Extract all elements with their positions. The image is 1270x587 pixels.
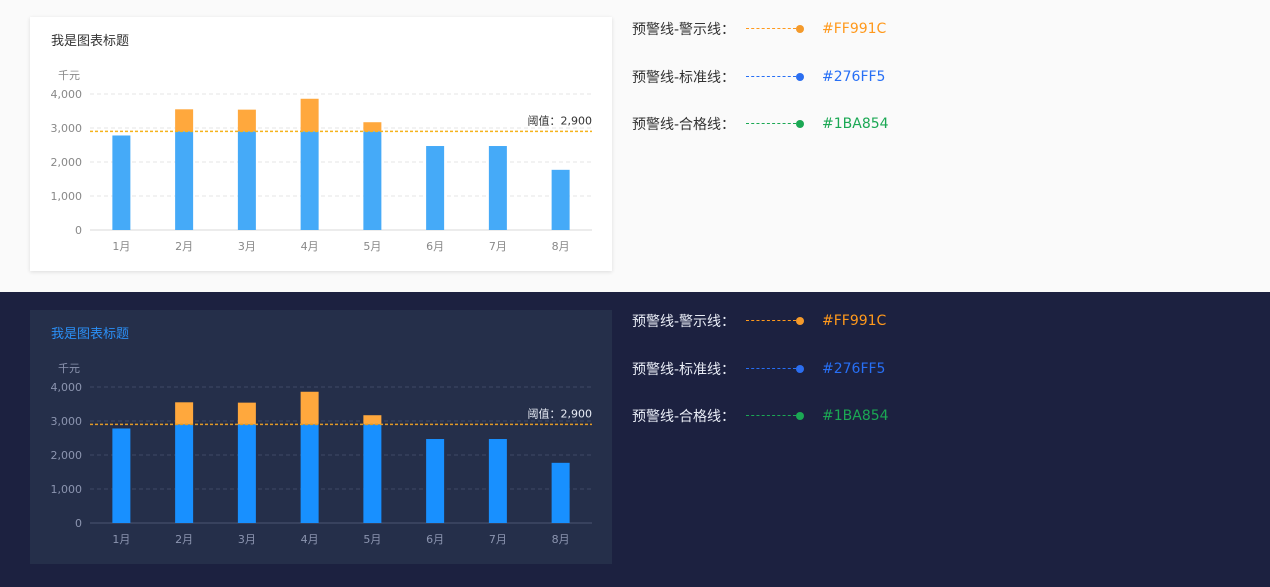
bar-base xyxy=(175,424,194,523)
bar xyxy=(426,439,445,523)
legend-line-standard xyxy=(746,72,804,82)
y-axis-unit-label: 千元 xyxy=(58,362,80,375)
x-tick-label: 4月 xyxy=(301,533,319,546)
bar-chart-dark: 千元 0 1,000 2,000 3,000 4,000 1月 2月 3月 4月 5月 6月 7月 8月 阈… xyxy=(51,362,593,546)
y-tick-label: 4,000 xyxy=(51,381,83,394)
bar xyxy=(426,146,445,230)
bar xyxy=(112,428,131,523)
legend-line-warning xyxy=(746,24,804,34)
legend-label: 预警线-合格线： xyxy=(632,409,736,425)
y-axis-unit-label: 千元 xyxy=(58,69,80,82)
bar-base xyxy=(237,424,256,523)
threshold-label: 阈值：2,900 xyxy=(528,113,593,127)
legend-label: 预警线-标准线： xyxy=(632,362,736,378)
bar-base xyxy=(363,424,382,523)
legend-line-warning xyxy=(746,316,804,326)
chart-title: 我是图表标题 xyxy=(51,327,130,342)
bar-over-threshold xyxy=(175,402,194,425)
x-tick-label: 2月 xyxy=(175,533,193,546)
chart-card-light: 我是图表标题 千元 0 1,000 2,000 3,000 4,000 1月 2月 3月 4月 5月… xyxy=(30,17,612,271)
legend-line-pass xyxy=(746,411,804,421)
legend-hex: #276FF5 xyxy=(822,361,886,377)
bar-over-threshold xyxy=(300,391,319,425)
legend-hex: #FF991C xyxy=(822,21,887,37)
bar-over-threshold xyxy=(237,109,256,132)
legend-hex: #FF991C xyxy=(822,313,887,329)
y-tick-label: 4,000 xyxy=(51,88,83,101)
x-tick-label: 1月 xyxy=(112,240,130,253)
y-tick-label: 2,000 xyxy=(51,156,83,169)
legend-label: 预警线-警示线： xyxy=(632,22,736,38)
legend-hex: #1BA854 xyxy=(822,116,889,132)
legend-row-pass: 预警线-合格线： #1BA854 xyxy=(632,406,889,426)
x-tick-label: 7月 xyxy=(489,240,507,253)
dark-theme-section: 我是图表标题 千元 0 1,000 2,000 3,000 4,000 1月 2月 3月 4月 5月… xyxy=(0,292,1270,587)
x-tick-label: 3月 xyxy=(238,533,256,546)
x-tick-label: 2月 xyxy=(175,240,193,253)
bar-base xyxy=(175,131,194,230)
x-tick-label: 6月 xyxy=(426,533,444,546)
bar-chart-light: 千元 0 1,000 2,000 3,000 4,000 1月 2月 3月 4月 5月 6月 7月 8月 阈… xyxy=(51,69,593,253)
bar-over-threshold xyxy=(300,98,319,132)
legend-label: 预警线-标准线： xyxy=(632,70,736,86)
bar xyxy=(112,135,131,230)
x-tick-label: 8月 xyxy=(552,533,570,546)
bar xyxy=(488,146,507,230)
bar-over-threshold xyxy=(175,109,194,132)
bar-over-threshold xyxy=(363,122,382,132)
bar-base xyxy=(300,131,319,230)
x-tick-label: 7月 xyxy=(489,533,507,546)
x-tick-label: 1月 xyxy=(112,533,130,546)
legend-dark: 预警线-警示线： #FF991C 预警线-标准线： #276FF5 预警线-合格… xyxy=(632,292,1232,452)
legend-line-standard xyxy=(746,364,804,374)
bar xyxy=(551,169,570,230)
legend-hex: #1BA854 xyxy=(822,408,889,424)
y-tick-label: 3,000 xyxy=(51,122,83,135)
legend-label: 预警线-合格线： xyxy=(632,117,736,133)
y-tick-label: 1,000 xyxy=(51,483,83,496)
legend-row-warning: 预警线-警示线： #FF991C xyxy=(632,311,886,331)
y-tick-label: 1,000 xyxy=(51,190,83,203)
y-tick-label: 3,000 xyxy=(51,415,83,428)
x-tick-label: 8月 xyxy=(552,240,570,253)
bar-base xyxy=(300,424,319,523)
bar-over-threshold xyxy=(363,415,382,425)
legend-label: 预警线-警示线： xyxy=(632,314,736,330)
threshold-label: 阈值：2,900 xyxy=(528,406,593,420)
bar-base xyxy=(237,131,256,230)
y-tick-label: 2,000 xyxy=(51,449,83,462)
legend-row-pass: 预警线-合格线： #1BA854 xyxy=(632,114,889,134)
chart-title: 我是图表标题 xyxy=(51,34,130,49)
x-tick-label: 5月 xyxy=(363,533,381,546)
x-tick-label: 3月 xyxy=(238,240,256,253)
chart-card-dark: 我是图表标题 千元 0 1,000 2,000 3,000 4,000 1月 2月 3月 4月 5月… xyxy=(30,310,612,564)
bar-over-threshold xyxy=(237,402,256,425)
legend-line-pass xyxy=(746,119,804,129)
bar xyxy=(551,462,570,523)
y-tick-label: 0 xyxy=(75,517,82,530)
legend-hex: #276FF5 xyxy=(822,69,886,85)
x-tick-label: 6月 xyxy=(426,240,444,253)
legend-row-standard: 预警线-标准线： #276FF5 xyxy=(632,359,885,379)
bar-base xyxy=(363,131,382,230)
x-tick-label: 4月 xyxy=(301,240,319,253)
y-tick-label: 0 xyxy=(75,224,82,237)
light-theme-section: 我是图表标题 千元 0 1,000 2,000 3,000 4,000 1月 2月 3月 4月 5月… xyxy=(0,0,1270,292)
legend-row-warning: 预警线-警示线： #FF991C xyxy=(632,19,886,39)
bar xyxy=(488,439,507,523)
legend-row-standard: 预警线-标准线： #276FF5 xyxy=(632,67,885,87)
legend-light: 预警线-警示线： #FF991C 预警线-标准线： #276FF5 预警线-合格… xyxy=(632,0,1232,160)
x-tick-label: 5月 xyxy=(363,240,381,253)
